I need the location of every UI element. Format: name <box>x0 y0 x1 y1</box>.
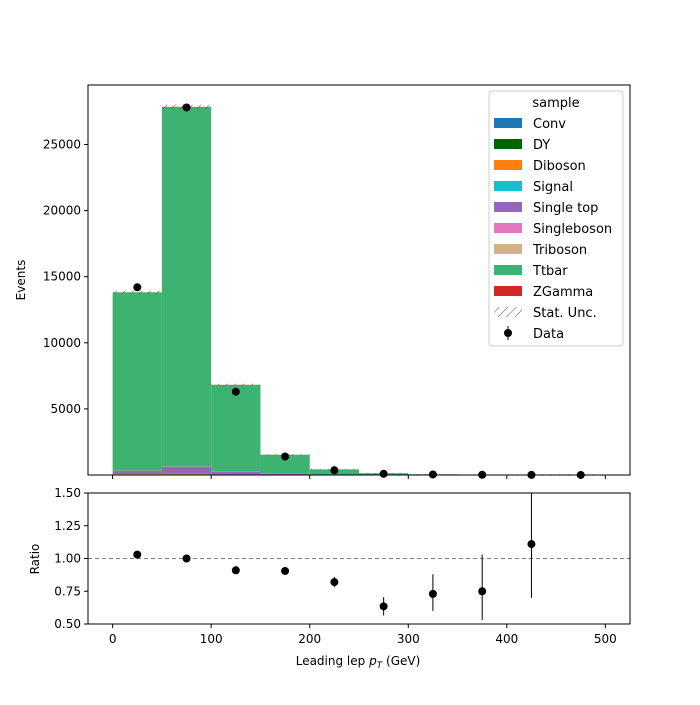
data-point <box>380 470 388 478</box>
legend-swatch <box>494 181 522 191</box>
data-point <box>133 283 141 291</box>
x-tick-label: 400 <box>495 632 518 646</box>
x-axis-label: Leading lep pT (GeV) <box>296 654 421 671</box>
legend-swatch <box>494 160 522 170</box>
ratio-point <box>527 540 535 548</box>
legend-label: Diboson <box>533 159 586 174</box>
ratio-point <box>380 602 388 610</box>
bar-ttbar <box>113 292 162 470</box>
legend-label: Conv <box>533 117 566 132</box>
ratio-point <box>232 566 240 574</box>
legend-label: ZGamma <box>533 285 593 300</box>
legend-swatch-stat-unc <box>494 307 522 317</box>
legend-label: Ttbar <box>532 264 568 279</box>
bar-ttbar <box>162 107 211 467</box>
bar-single-top <box>162 467 211 474</box>
data-point <box>330 466 338 474</box>
legend: sample Conv DY Diboson Signal Single top Singl… <box>489 91 623 346</box>
y-axis-label-main: Events <box>14 260 28 301</box>
ratio-point <box>133 551 141 559</box>
ratio-point <box>429 590 437 598</box>
legend-swatch <box>494 265 522 275</box>
ratio-point <box>281 567 289 575</box>
legend-label-stat-unc: Stat. Unc. <box>533 306 597 321</box>
data-point <box>429 470 437 478</box>
ratio-frame <box>88 493 630 624</box>
legend-title: sample <box>532 96 579 111</box>
x-axis-label-prefix: Leading lep <box>296 654 369 668</box>
y-tick-label-ratio: 0.50 <box>54 617 81 631</box>
x-axis-label-unit: (GeV) <box>382 654 420 668</box>
x-tick-label: 0 <box>109 632 117 646</box>
legend-swatch <box>494 286 522 296</box>
y-tick-label-main: 10000 <box>43 336 81 350</box>
y-tick-label-ratio: 1.00 <box>54 552 81 566</box>
legend-label-data: Data <box>533 327 564 342</box>
legend-marker-data <box>504 329 512 337</box>
legend-swatch <box>494 223 522 233</box>
ratio-point <box>330 578 338 586</box>
y-tick-label-main: 5000 <box>50 402 81 416</box>
y-tick-label-main: 25000 <box>43 137 81 151</box>
y-tick-label-ratio: 0.75 <box>54 584 81 598</box>
x-tick-label: 200 <box>298 632 321 646</box>
y-tick-label-main: 20000 <box>43 204 81 218</box>
stat-unc-band <box>211 384 260 386</box>
bar-single-top <box>113 471 162 474</box>
ratio-panel: 0.50 0.75 1.00 1.25 1.50 0 100 200 300 400 500 <box>54 486 630 646</box>
legend-label: DY <box>533 138 550 153</box>
x-tick-label: 100 <box>200 632 223 646</box>
x-tick-label: 300 <box>397 632 420 646</box>
legend-swatch <box>494 118 522 128</box>
y-tick-label-ratio: 1.50 <box>54 486 81 500</box>
legend-swatch <box>494 202 522 212</box>
legend-swatch <box>494 139 522 149</box>
x-tick-label: 500 <box>594 632 617 646</box>
y-tick-label-ratio: 1.25 <box>54 519 81 533</box>
legend-swatch <box>494 244 522 254</box>
ratio-point <box>478 587 486 595</box>
legend-label: Triboson <box>532 243 587 258</box>
y-axis-label-ratio: Ratio <box>28 544 42 575</box>
legend-label: Single top <box>533 201 598 216</box>
bar-single-top <box>211 472 260 475</box>
data-point <box>183 103 191 111</box>
data-point <box>281 452 289 460</box>
data-point <box>232 388 240 396</box>
y-tick-label-main: 15000 <box>43 270 81 284</box>
legend-label: Signal <box>533 180 573 195</box>
legend-label: Singleboson <box>533 222 612 237</box>
bar-ttbar <box>211 385 260 472</box>
ratio-point <box>183 555 191 563</box>
